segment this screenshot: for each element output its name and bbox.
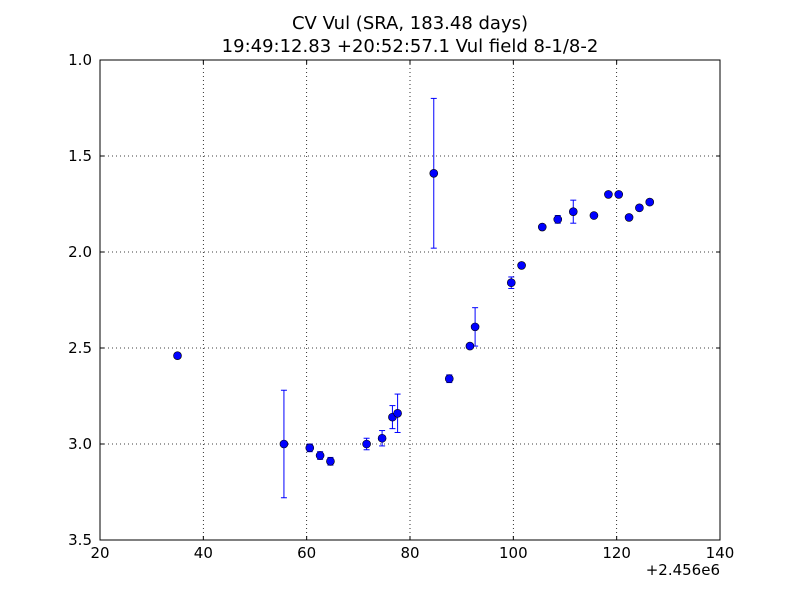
data-point — [645, 197, 655, 207]
data-point — [604, 190, 613, 199]
grid-lines — [100, 60, 720, 540]
y-tick-label: 3.0 — [68, 435, 92, 453]
x-tick-label: 80 — [400, 544, 419, 562]
data-point — [614, 190, 624, 199]
data-point — [393, 408, 402, 418]
data-point — [635, 203, 644, 213]
y-tick-labels: 1.0 1.5 2.0 2.5 3.0 3.5 — [68, 51, 92, 549]
data-point — [429, 168, 439, 178]
data-point — [326, 456, 335, 466]
data-point — [362, 439, 371, 449]
x-offset-label: +2.456e6 — [646, 561, 720, 579]
data-point — [506, 278, 516, 288]
error-bars — [280, 97, 622, 499]
data-point — [537, 222, 547, 232]
y-tick-label: 2.5 — [68, 339, 92, 357]
y-tick-label: 1.5 — [68, 147, 92, 165]
y-tick-label: 3.5 — [68, 531, 92, 549]
data-points — [173, 168, 655, 466]
chart-title: CV Vul (SRA, 183.48 days) — [292, 13, 528, 34]
x-tick-label: 100 — [499, 544, 528, 562]
data-point — [553, 215, 563, 224]
data-point — [377, 433, 387, 443]
data-point — [173, 351, 182, 360]
data-point — [517, 261, 526, 270]
data-point — [315, 451, 325, 460]
data-point — [444, 374, 454, 384]
y-tick-label: 2.0 — [68, 243, 92, 261]
axis-ticks — [99, 59, 721, 541]
data-point — [465, 341, 475, 351]
x-tick-label: 140 — [706, 544, 735, 562]
chart-subtitle: 19:49:12.83 +20:52:57.1 Vul field 8-1/8-… — [222, 36, 599, 57]
x-tick-labels: 20 40 60 80 100 120 140 — [90, 544, 734, 562]
x-tick-label: 120 — [602, 544, 631, 562]
data-point — [470, 322, 480, 332]
data-point — [568, 207, 578, 216]
y-tick-label: 1.0 — [68, 51, 92, 69]
x-tick-label: 20 — [90, 544, 109, 562]
data-point — [624, 213, 634, 222]
data-point — [589, 211, 599, 220]
x-tick-label: 60 — [297, 544, 316, 562]
x-tick-label: 40 — [194, 544, 213, 562]
data-point — [279, 439, 289, 449]
data-point — [305, 443, 315, 453]
